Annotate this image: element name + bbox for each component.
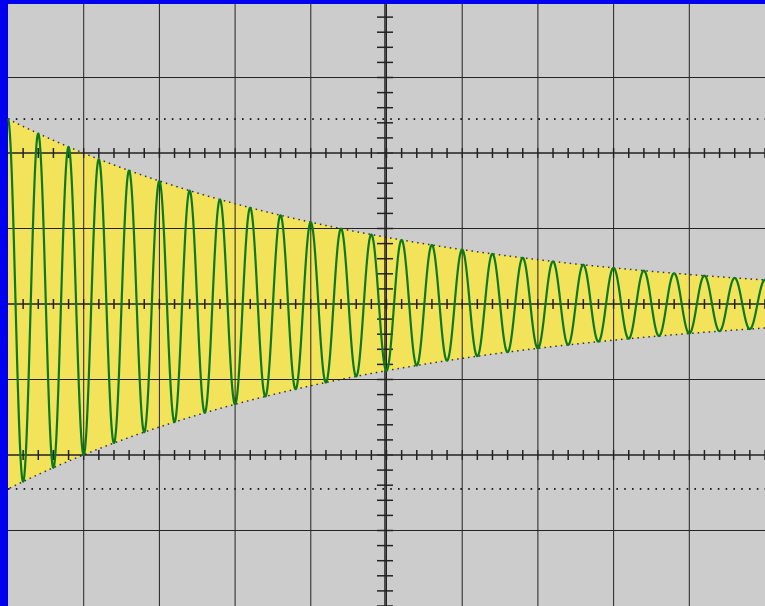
damped-sine-trace — [7, 118, 765, 483]
grid-layer — [8, 4, 765, 606]
trace-layer — [7, 118, 765, 483]
reference-lines — [8, 118, 765, 490]
envelope-lower-bound — [7, 327, 765, 490]
